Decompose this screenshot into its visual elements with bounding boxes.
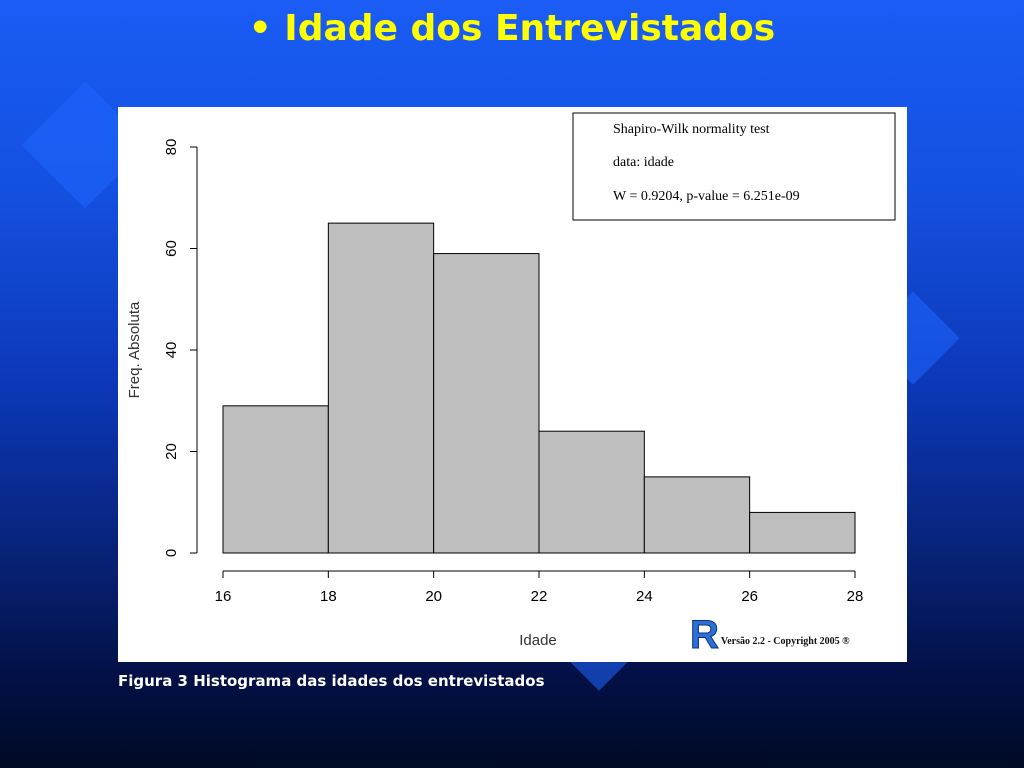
y-tick-label: 80: [163, 139, 180, 156]
histogram-bar-20-22: [433, 253, 540, 554]
x-tick-label: 16: [215, 588, 232, 605]
histogram-bar-22-24: [538, 430, 645, 554]
histogram-figure: 16 18 20 22 24 26 28 0 20 40 60 80 Idade Freq. Abso…: [118, 107, 907, 662]
x-axis-label: Idade: [519, 632, 557, 649]
x-tick-label: 22: [531, 588, 548, 605]
histogram-chart: 16 18 20 22 24 26 28 0 20 40 60 80 Idade Freq. Abso…: [126, 112, 896, 649]
y-tick-label: 60: [163, 240, 180, 257]
x-tick-label: 20: [425, 588, 442, 605]
x-tick-label: 28: [847, 588, 864, 605]
histogram-bar-26-28: [749, 511, 856, 554]
y-tick-label: 0: [163, 549, 180, 557]
test-line-2: data: idade: [613, 155, 674, 170]
y-tick-label: 20: [163, 443, 180, 460]
slide-title: • Idade dos Entrevistados: [248, 8, 776, 49]
x-tick-label: 24: [636, 588, 653, 605]
histogram-bar-16-18: [222, 405, 329, 554]
x-tick-label: 26: [741, 588, 758, 605]
y-axis-label: Freq. Absoluta: [126, 301, 143, 398]
r-version-badge: R Versão 2.2 - Copyright 2005 ®: [690, 613, 850, 657]
normality-test-box: Shapiro-Wilk normality test data: idade …: [572, 112, 896, 221]
figure-caption: Figura 3 Histograma das idades dos entre…: [118, 672, 545, 690]
copyright-text: Versão 2.2 - Copyright 2005 ®: [720, 636, 850, 647]
histogram-bar-18-20: [327, 222, 435, 554]
r-logo-icon: R: [690, 613, 720, 657]
y-tick-label: 40: [163, 342, 180, 359]
bars-layer: [222, 222, 856, 554]
axes-layer: 16 18 20 22 24 26 28 0 20 40 60 80: [163, 139, 863, 605]
x-tick-label: 18: [320, 588, 337, 605]
test-line-1: Shapiro-Wilk normality test: [613, 122, 770, 137]
test-line-3: W = 0.9204, p-value = 6.251e-09: [613, 189, 800, 204]
histogram-bar-24-26: [643, 476, 751, 554]
